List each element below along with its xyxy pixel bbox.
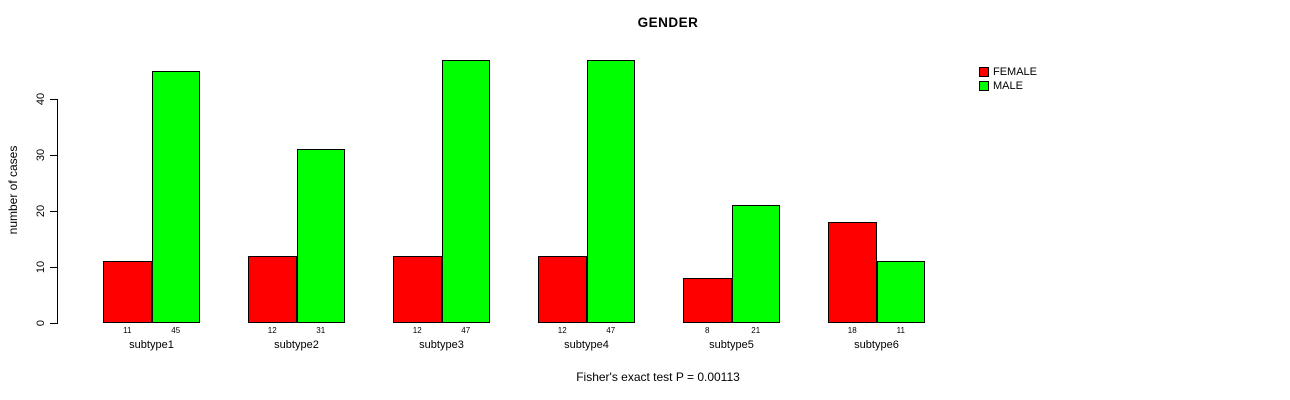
bar-female-subtype6 xyxy=(828,222,877,323)
bar-value-label: 12 xyxy=(412,326,422,335)
bar-male-subtype1 xyxy=(151,71,200,323)
legend-swatch-male-icon xyxy=(979,81,989,91)
bar-value-label: 12 xyxy=(267,326,277,335)
y-tick-mark xyxy=(50,323,57,324)
y-tick-mark xyxy=(50,267,57,268)
bar-value-label: 18 xyxy=(847,326,857,335)
bar-value-label: 45 xyxy=(171,326,181,335)
legend-label-male: MALE xyxy=(993,80,1023,92)
legend-swatch-female-icon xyxy=(979,67,989,77)
legend-label-female: FEMALE xyxy=(993,66,1038,78)
category-label-subtype1: subtype1 xyxy=(129,339,174,351)
y-tick-label: 10 xyxy=(35,260,47,274)
y-axis-line xyxy=(57,99,58,324)
bar-male-subtype4 xyxy=(586,60,635,323)
category-label-subtype5: subtype5 xyxy=(709,339,754,351)
bar-female-subtype4 xyxy=(538,256,587,323)
y-tick-label: 40 xyxy=(35,92,47,106)
legend-item-female: FEMALE xyxy=(979,65,1037,79)
bar-value-label: 8 xyxy=(705,326,710,335)
bar-value-label: 31 xyxy=(316,326,326,335)
bar-value-label: 47 xyxy=(461,326,471,335)
legend-item-male: MALE xyxy=(979,79,1037,93)
bar-female-subtype1 xyxy=(103,261,152,323)
bar-value-label: 12 xyxy=(557,326,567,335)
bar-female-subtype2 xyxy=(248,256,297,323)
y-tick-label: 20 xyxy=(35,204,47,218)
bar-male-subtype6 xyxy=(876,261,925,323)
category-label-subtype6: subtype6 xyxy=(854,339,899,351)
category-label-subtype4: subtype4 xyxy=(564,339,609,351)
chart-title: GENDER xyxy=(637,15,699,30)
category-label-subtype2: subtype2 xyxy=(274,339,319,351)
bar-male-subtype3 xyxy=(441,60,490,323)
bar-female-subtype3 xyxy=(393,256,442,323)
y-tick-mark xyxy=(50,211,57,212)
bar-value-label: 11 xyxy=(123,326,132,335)
y-axis-label: number of cases xyxy=(6,145,20,235)
y-tick-mark xyxy=(50,155,57,156)
bar-male-subtype5 xyxy=(731,205,780,323)
footnote: Fisher's exact test P = 0.00113 xyxy=(576,370,740,384)
bar-value-label: 11 xyxy=(896,326,905,335)
category-label-subtype3: subtype3 xyxy=(419,339,464,351)
bar-female-subtype5 xyxy=(683,278,732,323)
legend: FEMALE MALE xyxy=(979,65,1037,93)
bar-male-subtype2 xyxy=(296,149,345,323)
bar-value-label: 21 xyxy=(751,326,761,335)
y-tick-label: 0 xyxy=(35,319,47,327)
bar-value-label: 47 xyxy=(606,326,616,335)
y-tick-label: 30 xyxy=(35,148,47,162)
y-tick-mark xyxy=(50,99,57,100)
